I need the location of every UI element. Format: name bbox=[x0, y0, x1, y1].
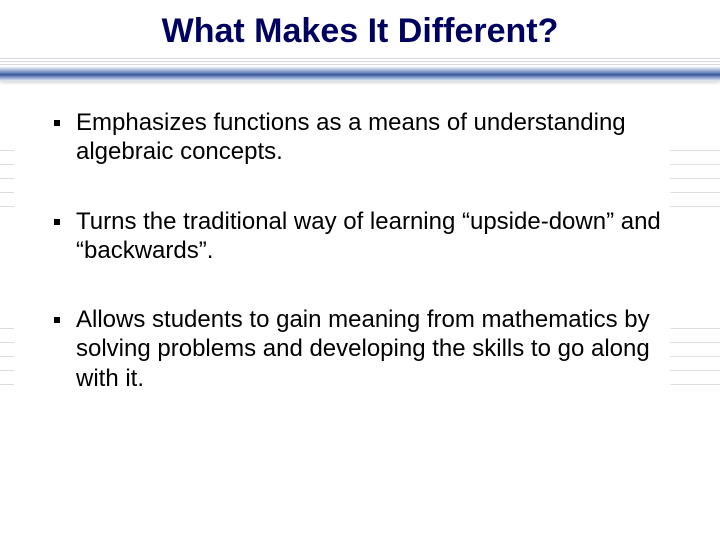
decorative-lines-left bbox=[0, 328, 14, 398]
title-area: What Makes It Different? bbox=[0, 0, 720, 51]
bullet-icon bbox=[54, 120, 60, 126]
content-area: Emphasizes functions as a means of under… bbox=[54, 108, 666, 433]
divider-bar bbox=[0, 58, 720, 81]
bullet-icon bbox=[54, 219, 60, 225]
decorative-lines-right bbox=[670, 328, 720, 398]
bullet-text: Allows students to gain meaning from mat… bbox=[76, 305, 666, 393]
bullet-icon bbox=[54, 317, 60, 323]
list-item: Allows students to gain meaning from mat… bbox=[54, 305, 666, 393]
slide: What Makes It Different? Emphasizes func… bbox=[0, 0, 720, 540]
bullet-text: Turns the traditional way of learning “u… bbox=[76, 207, 666, 266]
slide-title: What Makes It Different? bbox=[0, 12, 720, 51]
decorative-lines-left bbox=[0, 150, 14, 220]
list-item: Emphasizes functions as a means of under… bbox=[54, 108, 666, 167]
decorative-lines-right bbox=[670, 150, 720, 220]
bullet-text: Emphasizes functions as a means of under… bbox=[76, 108, 666, 167]
list-item: Turns the traditional way of learning “u… bbox=[54, 207, 666, 266]
